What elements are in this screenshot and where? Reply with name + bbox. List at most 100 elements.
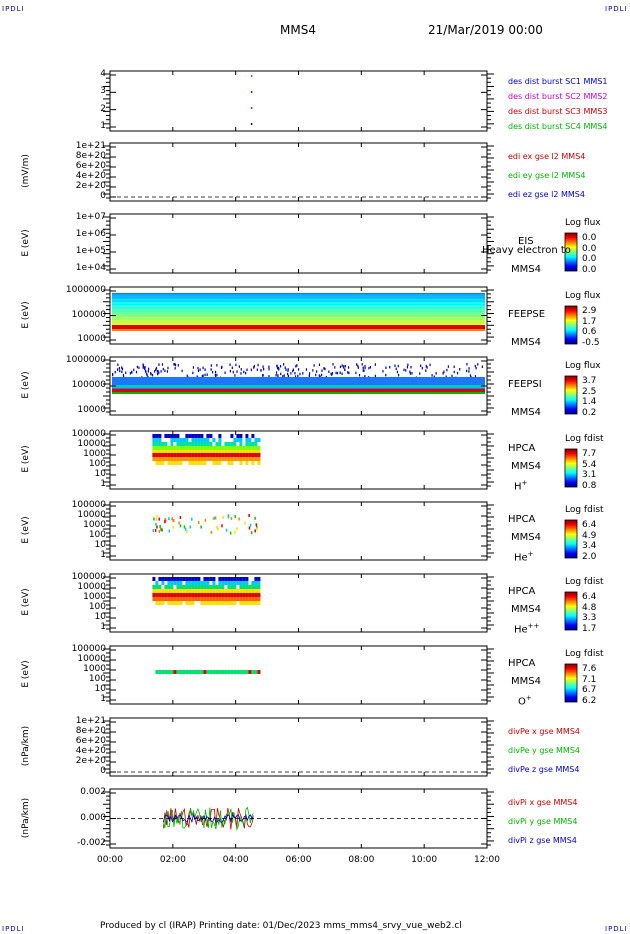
hpca-cell [230,450,234,454]
y-tick-label: 100000 [71,644,106,654]
feepsi-speck [253,364,256,368]
feepsi-speck [407,363,409,367]
hpca-cell [188,461,192,465]
hpca-cell [168,529,171,533]
feepsi-speck [343,366,345,369]
hpca-cell [233,581,237,585]
hpca-cell [245,670,249,674]
hpca-cell [224,450,228,454]
hpca-cell [218,577,222,581]
hpca-cell [194,442,198,446]
y-tick-label: -0.002 [76,838,106,848]
feepsi-speck [122,375,125,378]
hpca-cell [227,453,231,457]
corner-label-br: IPDLI [605,925,628,933]
hpca-cell [218,434,222,438]
hpca-cell [185,589,189,593]
feepsi-speck [453,370,455,374]
hpca-cell [224,446,228,450]
feepsi-speck [138,366,140,370]
hpca-cell [167,450,171,454]
hpca-cell [182,438,186,442]
hpca-cell [200,581,204,585]
hpca-cell [155,442,159,446]
hpca-cell [249,523,252,527]
feepsi-speck [321,369,323,372]
hpca-cell [203,446,207,450]
hpca-cell [209,450,213,454]
hpca-cell [184,527,187,531]
legend-entry: divPe x gse MMS4 [508,727,580,736]
hpca-cell [254,581,258,585]
feepsi-speck [262,374,264,377]
feepsi-speck [214,370,217,374]
feepsi-speck [324,367,326,371]
hpca-cell [194,593,198,597]
feepsi-speck [364,365,366,368]
hpca-cell [239,453,243,457]
hpca-cell [227,593,231,597]
hpca-cell [233,453,237,457]
hpca-cell [215,461,219,465]
hpca-cell [179,597,183,601]
hpca-cell [209,593,213,597]
hpca-cell [254,453,258,457]
y-axis-label: (mV/m) [21,154,31,188]
hpca-cell [188,453,192,457]
legend-entry: edi ez gse l2 MMS4 [508,190,585,199]
hpca-cell [248,450,252,454]
hpca-cell [238,517,240,521]
hpca-cell [161,457,165,461]
feepse-band [112,301,485,303]
y-tick-label: 10000 [77,654,106,664]
hpca-cell [212,450,216,454]
y-tick-label: 0.002 [80,787,106,797]
hpca-cell [188,670,192,674]
feepse-band [112,309,485,312]
feepse-band [112,313,485,315]
y-tick-label: 10000 [77,405,106,415]
hpca-cell [158,589,162,593]
hpca-cell [200,453,204,457]
hpca-cell [173,577,177,581]
y-tick-label: 100 [88,602,106,612]
feepsi-speck [481,365,483,369]
hpca-cell [236,589,240,593]
hpca-cell [221,585,225,589]
feepsi-speck [297,374,299,378]
colorbar-value: 3.1 [582,470,597,481]
colorbar-title: Log flux [565,218,601,228]
hpca-cell [251,670,255,674]
hpca-cell [233,450,237,454]
hpca-cell [224,581,228,585]
colorbar-value: 2.5 [582,386,597,397]
feepsi-speck [240,368,242,371]
feepsi-speck [234,374,236,377]
hpca-cell [188,593,192,597]
y-axis-label: (nPa/km) [21,725,31,767]
hpca-cell [215,601,219,605]
hpca-cell [203,461,207,465]
feepse-band [112,318,485,320]
hpca-cell [158,601,162,605]
colorbar-value: 3.7 [582,376,597,386]
hpca-cell [206,601,210,605]
feepsi-speck [287,374,290,378]
feepse-band [112,303,485,306]
feepsi-speck [268,365,270,369]
feepsi-speck [328,370,330,373]
colorbar-value: 1.7 [582,624,597,634]
divpi-series-line [163,806,254,831]
hpca-cell [185,670,189,674]
feepsi-speck [315,373,317,377]
panel-frame [109,573,488,633]
hpca-cell [188,450,192,454]
hpca-cell [152,593,156,597]
feepsi-speck [296,364,298,367]
hpca-cell [161,593,165,597]
hpca-cell [164,457,168,461]
panel-hpca_h [103,430,578,490]
hpca-cell [206,593,210,597]
hpca-cell [248,438,252,442]
feepsi-speck [243,370,245,374]
